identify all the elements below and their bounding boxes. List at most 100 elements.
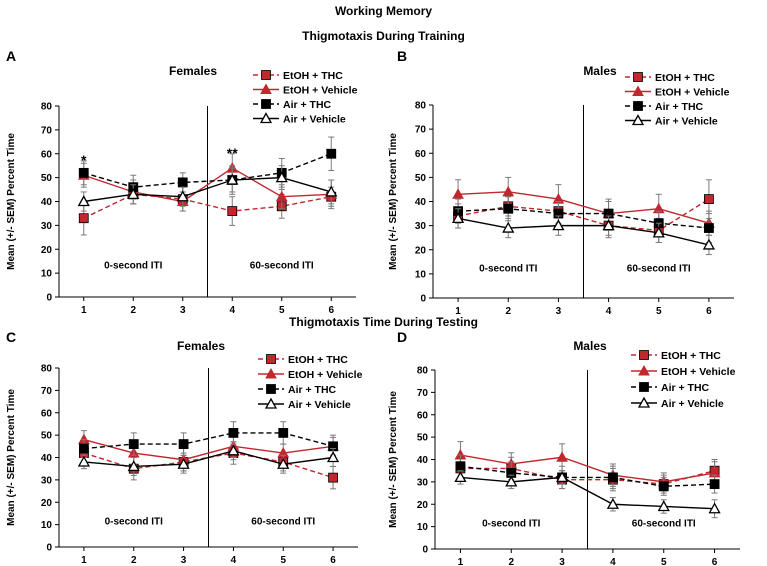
legend-label: EtOH + Vehicle [288,369,363,381]
significance-marker: * [81,152,87,168]
data-point-marker [502,221,515,233]
data-point-marker [552,219,565,231]
panel-letter: B [397,48,407,64]
y-tick-label: 70 [41,125,53,136]
y-tick-label: 70 [415,125,427,136]
legend-marker [261,99,271,109]
legend-label: Air + THC [655,101,704,113]
y-tick-label: 80 [415,101,427,112]
legend-marker [633,72,643,82]
y-tick-label: 20 [41,245,53,256]
y-tick-label: 50 [415,173,427,184]
data-point-marker [451,212,465,224]
y-tick-label: 50 [41,431,53,442]
y-axis-label: Mean (+/- SEM) Percent Time [388,133,399,270]
data-point-marker [452,188,464,199]
data-point-marker [652,226,665,238]
data-point-marker [328,472,338,483]
legend-marker [264,397,278,409]
data-point-marker [227,206,238,216]
panel-title: Females [177,339,225,353]
legend-entry: Air + Vehicle [258,397,351,411]
legend-entry: EtOH + THC [258,354,348,366]
series-air-vehicle [77,165,338,212]
series-line [83,450,334,468]
panel-title: Males [583,64,617,78]
y-tick-label: 60 [415,149,427,160]
data-point-marker [502,185,515,197]
panel-d-chart: DMales01020304050607080123456DayMean (+/… [388,329,740,566]
series-line [460,476,715,510]
panel-a-chart: AFemales01020304050607080123456DayMean (… [6,48,358,316]
legend-label: EtOH + THC [655,72,715,84]
data-point-marker [702,238,716,250]
series-line [83,193,332,219]
data-point-marker [79,443,89,454]
series-line [460,465,715,488]
data-point-marker [708,502,721,514]
panel-letter: C [6,329,16,345]
panel-title: Females [169,64,217,78]
data-point-marker [709,479,720,490]
data-point-marker [178,439,189,449]
series-line [460,467,715,485]
legend-entry: Air + Vehicle [625,114,718,128]
y-tick-label: 20 [415,245,427,256]
legend-entry: EtOH + THC [631,350,721,362]
x-tick-label: 4 [610,557,616,566]
legend-label: Air + Vehicle [288,399,351,411]
phase-label: 0-second ITI [482,519,541,530]
legend-label: Air + Vehicle [283,114,346,126]
x-tick-label: 3 [181,555,187,566]
legend-label: EtOH + Vehicle [655,87,730,99]
legend-marker [261,70,271,80]
series-line [457,217,710,246]
legend-entry: Air + Vehicle [631,396,724,410]
data-point-marker [556,451,568,462]
y-tick-label: 60 [417,410,429,421]
y-tick-label: 70 [417,388,429,399]
x-tick-label: 6 [706,306,712,316]
data-point-marker [77,455,91,467]
legend-entry: Air + THC [631,382,710,394]
legend-marker [631,114,645,126]
legend-marker [266,384,276,394]
legend-marker [259,112,273,124]
data-point-marker [176,190,189,202]
legend-label: EtOH + THC [283,70,343,82]
x-tick-label: 2 [130,305,136,316]
y-tick-label: 60 [41,149,53,160]
x-tick-label: 1 [81,555,87,566]
y-tick-label: 10 [41,269,53,280]
series-air-vehicle [451,208,716,256]
panel-c-chart: CFemales01020304050607080123456DayMean (… [6,329,363,566]
data-point-marker [77,195,90,207]
series-line [460,454,715,483]
y-tick-label: 20 [417,500,429,511]
legend-marker [638,364,650,376]
data-point-marker [658,481,669,492]
y-tick-label: 30 [417,477,429,488]
x-tick-label: 4 [231,555,237,566]
x-tick-label: 2 [508,557,514,566]
legend-label: EtOH + THC [288,354,348,366]
significance-marker: ** [227,145,238,161]
y-tick-label: 80 [41,102,53,113]
x-tick-label: 4 [229,305,235,316]
y-tick-label: 10 [417,522,429,533]
y-tick-label: 40 [417,455,429,466]
y-tick-label: 50 [417,433,429,444]
panel-b-chart: BMales01020304050607080123456DayMean (+/… [388,48,734,316]
phase-label: 60-second ITI [251,517,315,528]
data-point-marker [503,203,514,214]
data-point-marker [454,471,467,483]
series-line [83,153,332,188]
legend-marker [637,396,651,408]
x-tick-label: 1 [81,305,87,316]
series-air-vehicle [77,441,340,476]
data-point-marker [602,219,615,231]
y-tick-label: 0 [420,294,426,305]
legend-label: Air + THC [283,99,332,111]
legend-label: Air + THC [661,382,710,394]
phase-label: 0-second ITI [479,263,538,274]
